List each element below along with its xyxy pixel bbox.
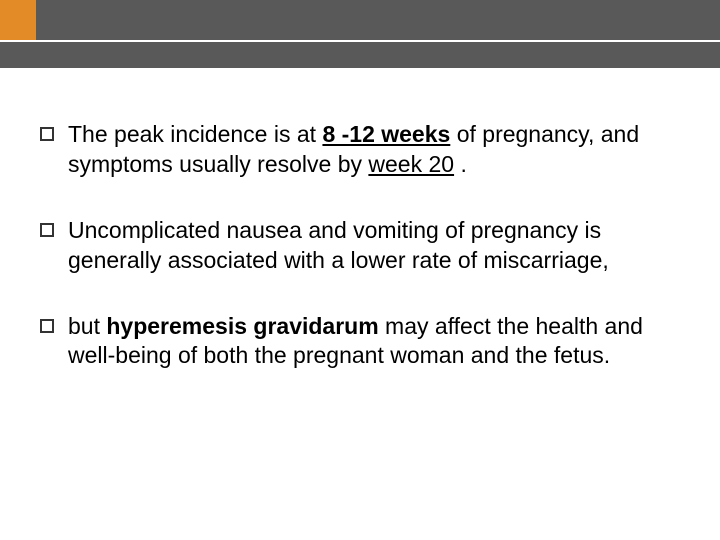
bullet-marker-icon bbox=[40, 223, 54, 237]
header-bar-bottom bbox=[0, 42, 720, 68]
bullet-item: but hyperemesis gravidarum may affect th… bbox=[40, 312, 680, 372]
text-segment: 8 -12 weeks bbox=[322, 121, 450, 147]
text-segment: . bbox=[454, 151, 467, 177]
text-segment: The peak incidence is at bbox=[68, 121, 322, 147]
bullet-text: Uncomplicated nausea and vomiting of pre… bbox=[68, 216, 680, 276]
text-segment: hyperemesis gravidarum bbox=[106, 313, 378, 339]
bullet-text: The peak incidence is at 8 -12 weeks of … bbox=[68, 120, 680, 180]
slide-content: The peak incidence is at 8 -12 weeks of … bbox=[0, 72, 720, 447]
text-segment: week 20 bbox=[368, 151, 454, 177]
header-bar-top-fill bbox=[36, 0, 720, 40]
bullet-marker-icon bbox=[40, 319, 54, 333]
bullet-item: The peak incidence is at 8 -12 weeks of … bbox=[40, 120, 680, 180]
header-accent-square bbox=[0, 0, 36, 40]
header-bar-top bbox=[0, 0, 720, 40]
text-segment: but bbox=[68, 313, 106, 339]
bullet-text: but hyperemesis gravidarum may affect th… bbox=[68, 312, 680, 372]
text-segment: Uncomplicated nausea and vomiting of pre… bbox=[68, 217, 609, 273]
header-bar bbox=[0, 0, 720, 72]
bullet-item: Uncomplicated nausea and vomiting of pre… bbox=[40, 216, 680, 276]
bullet-marker-icon bbox=[40, 127, 54, 141]
bullet-list: The peak incidence is at 8 -12 weeks of … bbox=[40, 120, 680, 371]
